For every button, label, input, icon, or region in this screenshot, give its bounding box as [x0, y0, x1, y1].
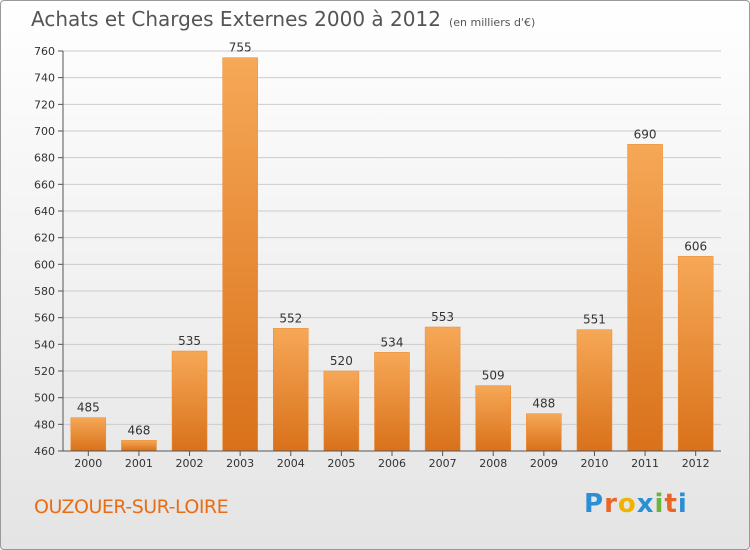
bar [273, 328, 309, 452]
bar [677, 256, 714, 452]
data-label: 755 [229, 41, 252, 55]
x-tick-label: 2004 [277, 457, 305, 470]
x-tick-label: 2011 [631, 457, 659, 470]
data-label: 551 [583, 313, 606, 327]
chart-subtitle: (en milliers d'€) [448, 16, 536, 29]
data-label: 535 [178, 334, 201, 348]
bar [323, 370, 360, 452]
data-label: 606 [684, 239, 707, 253]
y-tick-label: 620 [34, 232, 55, 245]
y-tick-label: 520 [34, 365, 55, 378]
data-label: 509 [482, 369, 505, 383]
bar [627, 144, 663, 452]
x-tick-label: 2007 [429, 457, 457, 470]
x-tick-label: 2012 [682, 457, 710, 470]
y-tick-label: 600 [34, 258, 55, 271]
data-label: 552 [279, 311, 302, 325]
chart-title: Achats et Charges Externes 2000 à 2012 (e… [31, 7, 535, 31]
bar [121, 440, 157, 452]
x-tick-label: 2001 [125, 457, 153, 470]
bar [526, 413, 562, 452]
bars: 485 468 535 755 552 520 534 553 509 488 551 690 606 [70, 41, 714, 452]
bar [576, 329, 613, 452]
y-tick-label: 640 [34, 205, 55, 218]
logo-letter: i [654, 489, 665, 519]
x-tick-label: 2009 [530, 457, 558, 470]
bar [374, 352, 410, 452]
y-tick-label: 700 [34, 125, 55, 138]
y-tick-label: 680 [34, 152, 55, 165]
data-label: 690 [634, 127, 657, 141]
logo-letter: o [617, 489, 637, 519]
logo-letter: x [636, 489, 655, 519]
data-label: 488 [532, 397, 555, 411]
bar [171, 350, 208, 452]
logo-letter: r [604, 489, 618, 519]
data-label: 468 [127, 423, 150, 437]
chart-title-text: Achats et Charges Externes 2000 à 2012 [31, 7, 441, 31]
bar [424, 326, 461, 452]
data-label: 485 [77, 401, 100, 415]
x-tick-label: 2010 [580, 457, 608, 470]
x-tick-label: 2002 [176, 457, 204, 470]
y-tick-label: 740 [34, 72, 55, 85]
y-tick-label: 480 [34, 418, 55, 431]
data-label: 520 [330, 354, 353, 368]
logo-letter: P [584, 489, 605, 519]
y-tick-label: 500 [34, 392, 55, 405]
logo-letter: i [677, 489, 688, 519]
y-tick-label: 760 [34, 45, 55, 58]
y-tick-label: 660 [34, 178, 55, 191]
x-tick-label: 2008 [479, 457, 507, 470]
town-name: OUZOUER-SUR-LOIRE [34, 496, 229, 518]
x-tick-label: 2000 [74, 457, 102, 470]
y-tick-label: 580 [34, 285, 55, 298]
y-tick-label: 720 [34, 98, 55, 111]
y-tick-label: 460 [34, 445, 55, 458]
x-tick-label: 2005 [327, 457, 355, 470]
proxiti-logo: Proxiti [584, 489, 688, 519]
bar [70, 417, 107, 452]
y-tick-label: 560 [34, 312, 55, 325]
y-tick-label: 540 [34, 338, 55, 351]
bar [222, 57, 258, 452]
bar [475, 385, 511, 452]
x-tick-label: 2003 [226, 457, 254, 470]
logo-letter: t [664, 489, 678, 519]
data-label: 553 [431, 310, 454, 324]
x-tick-label: 2006 [378, 457, 406, 470]
axes: 460 480 500 520 540 560 580 600 620 640 660 680 700 7… [34, 45, 721, 470]
data-label: 534 [381, 335, 404, 349]
